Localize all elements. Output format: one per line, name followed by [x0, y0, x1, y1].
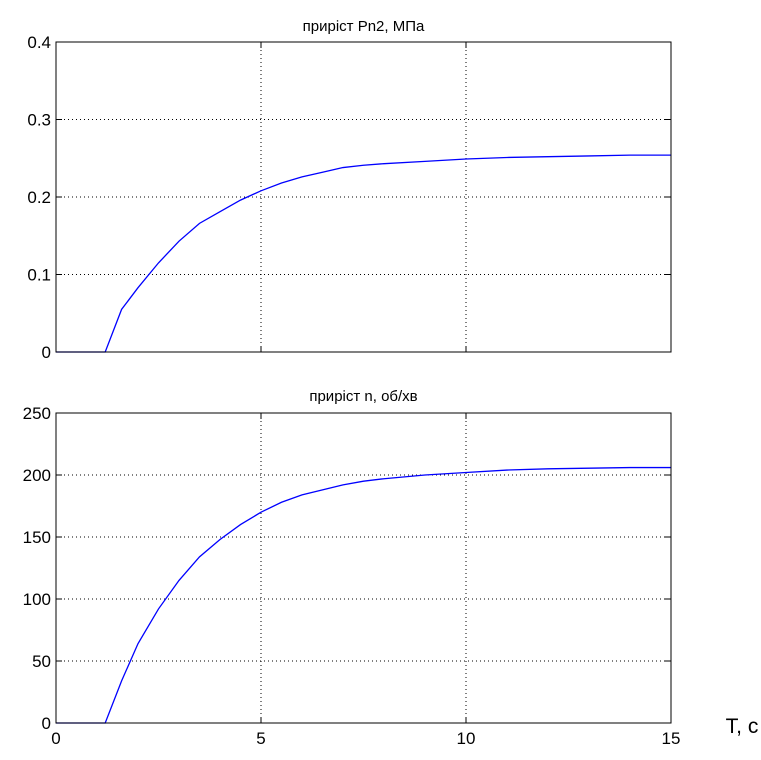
y-tick-label: 0.1 [27, 266, 51, 285]
chart-title: приріст n, об/хв [309, 388, 417, 405]
y-tick-label: 0 [42, 343, 51, 362]
x-tick-label: 10 [457, 729, 476, 748]
y-tick-label: 100 [23, 590, 51, 609]
y-tick-label: 0 [42, 714, 51, 733]
y-tick-label: 250 [23, 404, 51, 423]
x-tick-label: 0 [51, 729, 60, 748]
series-line [56, 154, 671, 353]
chart-2: 0 50 100 150 200 250 0 5 10 15 приріст n, об/хв [23, 388, 681, 748]
x-axis-label: T, c [726, 715, 759, 738]
y-tick-label: 0.3 [27, 111, 51, 130]
x-tick-label: 5 [256, 729, 265, 748]
y-tick-label: 150 [23, 528, 51, 547]
x-tick-label: 15 [662, 729, 681, 748]
y-tick-label: 200 [23, 466, 51, 485]
axes-box [55, 412, 672, 724]
series-line [56, 466, 671, 724]
chart-1: 0 0.1 0.2 0.3 0.4 приріст Pn2, МПа [27, 18, 672, 362]
chart-title: приріст Pn2, МПа [303, 18, 425, 35]
y-tick-label: 50 [32, 652, 51, 671]
y-tick-label: 0.4 [27, 33, 51, 52]
plot-area [56, 413, 671, 723]
y-tick-label: 0.2 [27, 188, 51, 207]
